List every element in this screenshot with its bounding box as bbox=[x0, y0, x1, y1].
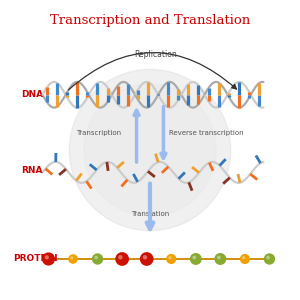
Circle shape bbox=[70, 256, 74, 259]
Text: Replication: Replication bbox=[135, 50, 177, 59]
Text: Transcription and Translation: Transcription and Translation bbox=[50, 14, 250, 27]
Circle shape bbox=[42, 252, 55, 266]
Circle shape bbox=[69, 69, 231, 231]
Text: Transcription: Transcription bbox=[76, 130, 122, 136]
Circle shape bbox=[240, 254, 250, 264]
Circle shape bbox=[217, 256, 221, 260]
Circle shape bbox=[166, 254, 176, 264]
Circle shape bbox=[264, 253, 275, 265]
Circle shape bbox=[214, 253, 226, 265]
Circle shape bbox=[45, 255, 49, 260]
Circle shape bbox=[68, 254, 78, 264]
Circle shape bbox=[84, 84, 216, 216]
Circle shape bbox=[266, 256, 270, 260]
Text: Reverse transcription: Reverse transcription bbox=[169, 130, 244, 136]
Text: DNA: DNA bbox=[22, 90, 44, 99]
Circle shape bbox=[94, 256, 98, 260]
Circle shape bbox=[190, 253, 202, 265]
Circle shape bbox=[92, 253, 103, 265]
Text: RNA: RNA bbox=[22, 167, 43, 176]
Circle shape bbox=[140, 252, 154, 266]
Circle shape bbox=[118, 255, 123, 260]
Circle shape bbox=[115, 252, 129, 266]
Circle shape bbox=[192, 256, 196, 260]
Circle shape bbox=[242, 256, 245, 259]
Circle shape bbox=[168, 256, 172, 259]
Text: Translation: Translation bbox=[131, 211, 169, 217]
Circle shape bbox=[143, 255, 147, 260]
Text: PROTEIN: PROTEIN bbox=[13, 254, 57, 263]
